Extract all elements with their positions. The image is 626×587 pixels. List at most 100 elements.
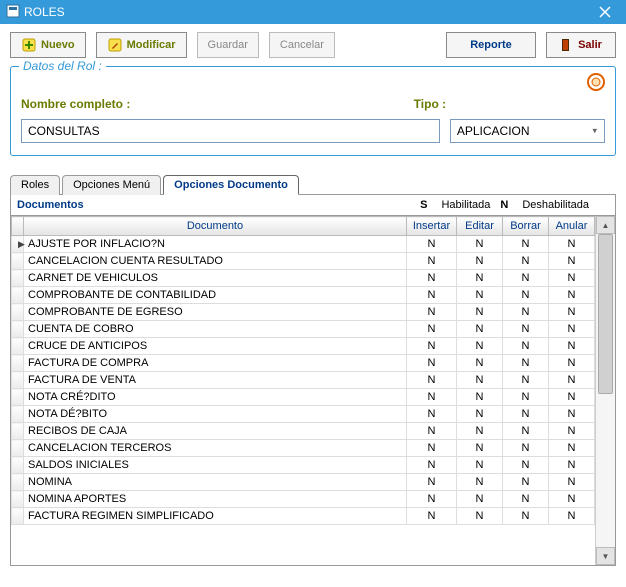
documentos-title: Documentos (17, 199, 84, 211)
cell-anular: N (549, 474, 595, 491)
table-row[interactable]: CUENTA DE COBRONNNN (12, 321, 595, 338)
cell-documento: CRUCE DE ANTICIPOS (24, 338, 407, 355)
table-row[interactable]: FACTURA DE VENTANNNN (12, 372, 595, 389)
table-row[interactable]: NOTA CRÉ?DITONNNN (12, 389, 595, 406)
tab-roles[interactable]: Roles (10, 175, 60, 195)
scroll-thumb[interactable] (598, 234, 613, 394)
cell-borrar: N (503, 474, 549, 491)
row-marker (12, 372, 24, 389)
table-row[interactable]: RECIBOS DE CAJANNNN (12, 423, 595, 440)
cell-editar: N (457, 304, 503, 321)
cell-borrar: N (503, 423, 549, 440)
table-row[interactable]: COMPROBANTE DE CONTABILIDADNNNN (12, 287, 595, 304)
grid: Documento Insertar Editar Borrar Anular … (10, 216, 616, 566)
vertical-scrollbar[interactable]: ▲ ▼ (595, 216, 615, 565)
window-title: ROLES (24, 5, 65, 19)
cell-editar: N (457, 440, 503, 457)
scroll-track[interactable] (596, 234, 615, 547)
tipo-label: Tipo : (414, 97, 446, 111)
cancelar-label: Cancelar (280, 39, 324, 51)
exit-icon (560, 38, 574, 52)
nombre-input[interactable] (21, 119, 440, 143)
cell-borrar: N (503, 440, 549, 457)
cell-documento: NOMINA (24, 474, 407, 491)
cell-insertar: N (407, 457, 457, 474)
datos-rol-group: Datos del Rol : Nombre completo : Tipo :… (10, 66, 616, 156)
cell-insertar: N (407, 304, 457, 321)
cell-documento: FACTURA DE COMPRA (24, 355, 407, 372)
tipo-select[interactable] (450, 119, 605, 143)
cell-insertar: N (407, 491, 457, 508)
scroll-down-button[interactable]: ▼ (596, 547, 615, 565)
cell-documento: CANCELACION TERCEROS (24, 440, 407, 457)
cell-editar: N (457, 355, 503, 372)
tab-opciones-documento[interactable]: Opciones Documento (163, 175, 299, 195)
help-icon[interactable] (587, 73, 605, 96)
cell-documento: CARNET DE VEHICULOS (24, 270, 407, 287)
row-marker (12, 304, 24, 321)
table-row[interactable]: CRUCE DE ANTICIPOSNNNN (12, 338, 595, 355)
cell-insertar: N (407, 389, 457, 406)
cell-insertar: N (407, 355, 457, 372)
row-marker (12, 338, 24, 355)
guardar-button[interactable]: Guardar (197, 32, 259, 58)
cell-insertar: N (407, 253, 457, 270)
cell-insertar: N (407, 270, 457, 287)
table-row[interactable]: NOMINANNNN (12, 474, 595, 491)
table-row[interactable]: CARNET DE VEHICULOSNNNN (12, 270, 595, 287)
tab-opciones-menu[interactable]: Opciones Menú (62, 175, 161, 195)
cell-editar: N (457, 474, 503, 491)
cell-editar: N (457, 270, 503, 287)
row-marker (12, 491, 24, 508)
table-row[interactable]: CANCELACION TERCEROSNNNN (12, 440, 595, 457)
modificar-label: Modificar (127, 39, 176, 51)
col-documento[interactable]: Documento (24, 217, 407, 236)
modificar-button[interactable]: Modificar (96, 32, 187, 58)
row-marker (12, 389, 24, 406)
table-row[interactable]: CANCELACION CUENTA RESULTADONNNN (12, 253, 595, 270)
nuevo-button[interactable]: Nuevo (10, 32, 86, 58)
cell-documento: AJUSTE POR INFLACIO?N (24, 236, 407, 253)
cell-borrar: N (503, 406, 549, 423)
group-title: Datos del Rol : (19, 59, 106, 73)
col-anular[interactable]: Anular (549, 217, 595, 236)
table-row[interactable]: FACTURA REGIMEN SIMPLIFICADONNNN (12, 508, 595, 525)
col-editar[interactable]: Editar (457, 217, 503, 236)
cell-borrar: N (503, 389, 549, 406)
row-marker (12, 440, 24, 457)
table-row[interactable]: NOTA DÉ?BITONNNN (12, 406, 595, 423)
cell-anular: N (549, 355, 595, 372)
cell-insertar: N (407, 474, 457, 491)
cell-editar: N (457, 389, 503, 406)
close-button[interactable] (590, 2, 620, 22)
salir-button[interactable]: Salir (546, 32, 616, 58)
table-row[interactable]: SALDOS INICIALESNNNN (12, 457, 595, 474)
cell-documento: CANCELACION CUENTA RESULTADO (24, 253, 407, 270)
col-borrar[interactable]: Borrar (503, 217, 549, 236)
cell-borrar: N (503, 338, 549, 355)
cell-documento: COMPROBANTE DE CONTABILIDAD (24, 287, 407, 304)
table-row[interactable]: NOMINA APORTESNNNN (12, 491, 595, 508)
salir-label: Salir (578, 39, 602, 51)
cancelar-button[interactable]: Cancelar (269, 32, 335, 58)
cell-editar: N (457, 457, 503, 474)
cell-borrar: N (503, 491, 549, 508)
cell-documento: RECIBOS DE CAJA (24, 423, 407, 440)
cell-anular: N (549, 508, 595, 525)
reporte-button[interactable]: Reporte (446, 32, 536, 58)
table-row[interactable]: FACTURA DE COMPRANNNN (12, 355, 595, 372)
cell-documento: FACTURA REGIMEN SIMPLIFICADO (24, 508, 407, 525)
col-insertar[interactable]: Insertar (407, 217, 457, 236)
cell-editar: N (457, 321, 503, 338)
plus-icon (21, 37, 37, 53)
row-marker: ▶ (12, 236, 24, 253)
cell-insertar: N (407, 372, 457, 389)
cell-anular: N (549, 423, 595, 440)
table-row[interactable]: ▶AJUSTE POR INFLACIO?NNNNN (12, 236, 595, 253)
guardar-label: Guardar (208, 39, 248, 51)
scroll-up-button[interactable]: ▲ (596, 216, 615, 234)
cell-borrar: N (503, 304, 549, 321)
cell-documento: CUENTA DE COBRO (24, 321, 407, 338)
table-row[interactable]: COMPROBANTE DE EGRESONNNN (12, 304, 595, 321)
doc-header: Documentos SHabilitada NDeshabilitada (10, 195, 616, 216)
